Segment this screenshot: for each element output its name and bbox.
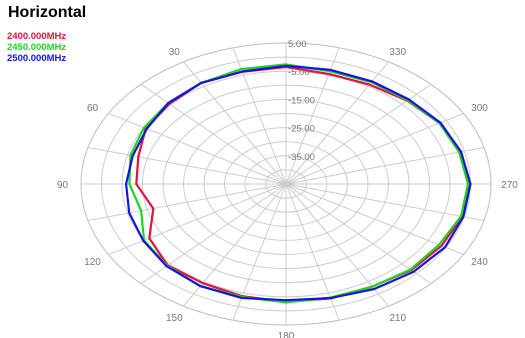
- grid-spoke: [87, 183, 287, 221]
- grid-spoke: [285, 183, 389, 307]
- grid-spoke: [87, 147, 287, 185]
- grid-spoke: [285, 147, 485, 185]
- angle-tick-label: 150: [166, 313, 183, 324]
- angle-tick-label: 120: [84, 257, 101, 268]
- radial-tick-label: 5.00: [288, 39, 307, 50]
- grid-spoke: [285, 113, 464, 185]
- angle-tick-label: 210: [389, 313, 406, 324]
- grid-spoke: [285, 183, 432, 285]
- angle-tick-label: 30: [169, 47, 181, 58]
- grid-spoke: [285, 183, 464, 255]
- polar-grid: [80, 42, 492, 326]
- radial-tick-label: -15.00: [288, 95, 315, 106]
- angle-tick-label: 180: [278, 331, 295, 338]
- series-line-2500: [125, 64, 472, 302]
- grid-spoke: [285, 183, 485, 221]
- legend-item-2500: 2500.000MHz: [7, 53, 67, 64]
- grid-spoke: [108, 113, 287, 185]
- angle-tick-label: 60: [87, 103, 99, 114]
- angle-tick-label: 330: [389, 47, 406, 58]
- radial-tick-label: -35.00: [288, 152, 315, 163]
- series-group: [125, 63, 472, 304]
- angle-tick-label: 300: [471, 103, 488, 114]
- chart-title: Horizontal: [8, 4, 87, 21]
- grid-spoke: [140, 83, 287, 185]
- legend: 2400.000MHz 2450.000MHz 2500.000MHz: [7, 31, 66, 64]
- angle-tick-label: 240: [471, 257, 488, 268]
- grid-spoke: [183, 183, 287, 307]
- radial-tick-label: -25.00: [288, 124, 315, 135]
- legend-item-2450: 2450.000MHz: [7, 42, 67, 53]
- angle-tick-label: 270: [501, 180, 518, 191]
- axis-labels: 5.00-5.00-15.00-25.00-35.000306090120150…: [57, 39, 518, 338]
- legend-item-2400: 2400.000MHz: [7, 31, 67, 42]
- radial-tick-label: -5.00: [288, 67, 310, 78]
- angle-tick-label: 90: [57, 180, 69, 191]
- grid-spoke: [183, 61, 287, 185]
- grid-spoke: [140, 183, 287, 285]
- grid-spoke: [108, 183, 287, 255]
